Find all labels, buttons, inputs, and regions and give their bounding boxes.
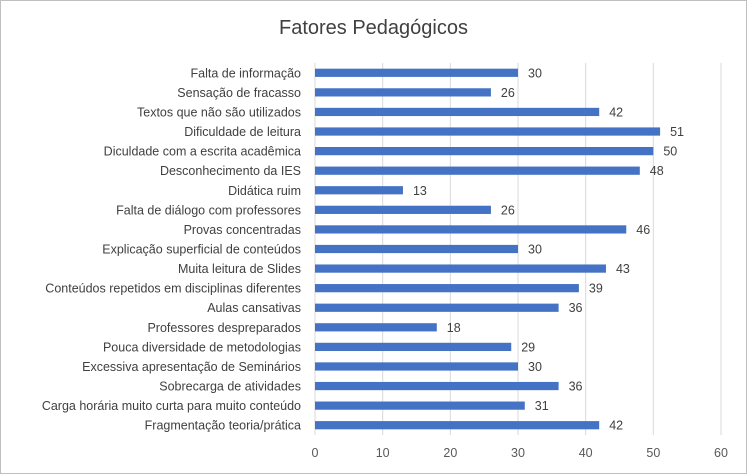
x-tick-label: 20 <box>443 446 457 460</box>
bar <box>315 107 600 117</box>
data-label: 43 <box>616 262 630 276</box>
bar <box>315 88 491 97</box>
x-tick-label: 50 <box>646 446 660 460</box>
data-label: 36 <box>569 301 583 315</box>
data-label: 31 <box>535 399 549 413</box>
data-label: 30 <box>528 243 542 257</box>
chart-title: Fatores Pedagógicos <box>278 17 468 39</box>
category-label: Sensação de fracasso <box>177 86 301 100</box>
data-label: 29 <box>521 340 535 354</box>
category-label: Textos que não são utilizados <box>137 105 301 119</box>
x-tick-label: 60 <box>714 446 728 460</box>
category-label: Dificuldade de leitura <box>184 125 301 139</box>
bar <box>315 264 606 273</box>
category-label: Didática ruim <box>228 184 301 198</box>
category-label: Provas concentradas <box>184 223 301 237</box>
x-tick-label: 0 <box>312 446 319 460</box>
category-label: Muita leitura de Slides <box>178 262 301 276</box>
x-tick-label: 10 <box>376 446 390 460</box>
data-label: 39 <box>589 282 603 296</box>
bar <box>315 401 525 410</box>
bar <box>315 166 640 175</box>
category-label: Fragmentação teoria/prática <box>145 419 301 433</box>
x-tick-label: 40 <box>579 446 593 460</box>
bar <box>315 68 518 77</box>
category-label: Falta de informação <box>191 66 302 80</box>
category-label: Diculdade com a escrita acadêmica <box>104 145 301 159</box>
labels: 0 10 20 30 40 50 60 Falta de informação 30 Sensaç… <box>42 66 728 460</box>
data-label: 42 <box>609 105 623 119</box>
data-label: 48 <box>650 164 664 178</box>
bar <box>315 421 600 430</box>
bar <box>315 186 403 195</box>
data-label: 36 <box>569 380 583 394</box>
bar <box>315 284 579 293</box>
bars <box>315 68 661 430</box>
x-tick-label: 30 <box>511 446 525 460</box>
data-label: 50 <box>663 145 677 159</box>
category-label: Aulas cansativas <box>207 301 301 315</box>
bar <box>315 342 512 352</box>
data-label: 30 <box>528 66 542 80</box>
category-label: Conteúdos repetidos em disciplinas difer… <box>45 282 301 296</box>
bar <box>315 362 518 371</box>
bar <box>315 323 437 332</box>
category-label: Excessiva apresentação de Seminários <box>82 360 301 374</box>
data-label: 51 <box>670 125 684 139</box>
category-label: Sobrecarga de atividades <box>159 380 301 394</box>
data-label: 13 <box>413 184 427 198</box>
category-label: Pouca diversidade de metodologias <box>103 340 301 354</box>
data-label: 26 <box>501 203 515 217</box>
bar <box>315 303 559 312</box>
data-label: 26 <box>501 86 515 100</box>
category-label: Professores despreparados <box>147 321 301 335</box>
data-label: 18 <box>447 321 461 335</box>
category-label: Falta de diálogo com professores <box>116 203 301 217</box>
data-label: 46 <box>636 223 650 237</box>
category-label: Desconhecimento da IES <box>160 164 301 178</box>
data-label: 30 <box>528 360 542 374</box>
bar <box>315 205 491 214</box>
category-label: Explicação superficial de conteúdos <box>102 243 301 257</box>
bar <box>315 381 559 391</box>
bar <box>315 127 661 136</box>
category-label: Carga horária muito curta para muito con… <box>42 399 301 413</box>
bar <box>315 225 627 234</box>
data-label: 42 <box>609 419 623 433</box>
bar <box>315 146 654 156</box>
bar <box>315 244 518 254</box>
